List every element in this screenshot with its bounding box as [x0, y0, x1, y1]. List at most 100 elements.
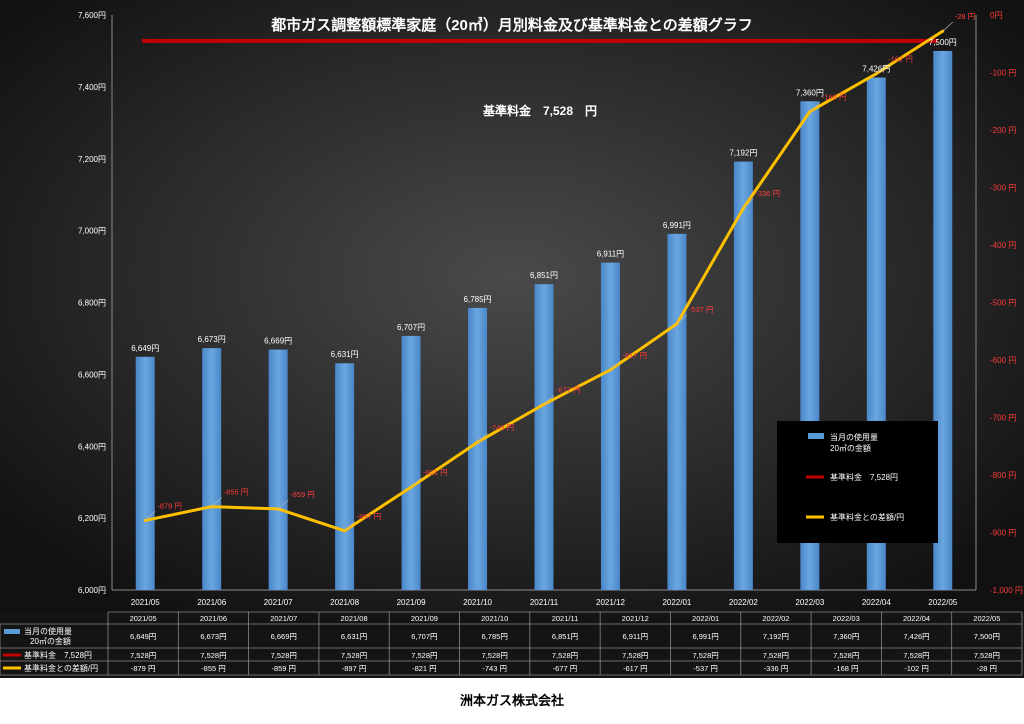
bar-data-label: 6,991円: [663, 221, 691, 230]
difference-leader-line: [211, 497, 222, 507]
difference-leader-line: [743, 198, 754, 209]
x-tick-label: 2021/11: [530, 598, 559, 607]
table-row-label: 20㎥の金額: [30, 636, 71, 646]
difference-leader-line: [610, 360, 621, 370]
table-cell: 6,631円: [341, 632, 367, 641]
table-cell: -28 円: [977, 664, 997, 673]
x-tick-label: 2021/08: [330, 598, 359, 607]
table-cell: 7,528円: [552, 651, 578, 660]
table-cell: 7,528円: [974, 651, 1000, 660]
bar-data-label: 7,500円: [929, 38, 957, 47]
difference-data-label: -855 円: [224, 488, 249, 497]
legend-label-difference: 基準料金との差額/円: [830, 512, 904, 522]
bar-data-label: 7,192円: [729, 149, 757, 158]
table-cell: 6,673円: [200, 632, 226, 641]
difference-leader-line: [543, 395, 555, 405]
table-row-label: 基準料金との差額/円: [24, 663, 98, 673]
bar-data-label: 7,426円: [862, 65, 890, 74]
left-tick-label: 6,400円: [78, 442, 106, 451]
difference-data-label: -537 円: [689, 305, 714, 314]
difference-leader-line: [676, 314, 688, 324]
table-background: [0, 612, 1024, 678]
table-cell: 6,991円: [692, 632, 718, 641]
difference-leader-line: [344, 521, 355, 531]
table-cell: 6,851円: [552, 632, 578, 641]
right-tick-label: -100 円: [990, 69, 1016, 78]
table-cell: -677 円: [553, 664, 578, 673]
left-tick-label: 6,600円: [78, 370, 106, 379]
left-tick-label: 6,000円: [78, 586, 106, 595]
bar: [600, 262, 620, 590]
right-tick-label: -1,000 円: [990, 586, 1023, 595]
table-swatch-bar: [4, 629, 20, 634]
table-cell: 7,360円: [833, 632, 859, 641]
table-cell: 7,528円: [903, 651, 929, 660]
table-cell: 7,500円: [974, 632, 1000, 641]
table-header-cell: 2022/01: [692, 614, 719, 623]
table-cell: -743 円: [482, 664, 507, 673]
bar: [401, 335, 421, 590]
bar: [202, 348, 222, 590]
bar: [135, 356, 155, 590]
difference-leader-line: [876, 64, 887, 74]
left-tick-label: 7,000円: [78, 227, 106, 236]
right-tick-label: -800 円: [990, 471, 1016, 480]
table-header-cell: 2021/11: [552, 614, 579, 623]
table-cell: 6,707円: [411, 632, 437, 641]
x-tick-label: 2021/10: [463, 598, 492, 607]
base-fee-annotation: 基準料金 7,528 円: [482, 103, 597, 118]
difference-data-label: -897 円: [357, 512, 382, 521]
x-tick-label: 2021/06: [197, 598, 226, 607]
table-cell: -102 円: [904, 664, 929, 673]
difference-data-label: -168 円: [822, 93, 847, 102]
bar-data-label: 6,649円: [131, 344, 159, 353]
table-header-cell: 2022/02: [762, 614, 789, 623]
difference-leader-line: [410, 477, 422, 488]
table-cell: 6,669円: [271, 632, 297, 641]
x-tick-label: 2021/12: [596, 598, 625, 607]
bar: [667, 233, 687, 590]
legend-label-bar-2: 20㎥の金額: [830, 443, 871, 453]
bar-data-label: 6,631円: [331, 350, 359, 359]
difference-leader-line: [942, 21, 953, 32]
bar-data-label: 6,707円: [397, 323, 425, 332]
difference-data-label: -336 円: [755, 189, 780, 198]
left-tick-label: 6,800円: [78, 299, 106, 308]
bar-data-label: 6,785円: [464, 295, 492, 304]
bar: [534, 284, 554, 590]
difference-leader-line: [809, 102, 821, 112]
table-cell: -859 円: [271, 664, 296, 673]
table-cell: 7,528円: [130, 651, 156, 660]
table-cell: 7,528円: [622, 651, 648, 660]
chart-svg: 6,000円 6,200円 6,400円 6,600円 6,800円 7,000円 7,20…: [0, 0, 1024, 678]
right-tick-label: 0円: [990, 11, 1002, 20]
table-header-cell: 2021/07: [270, 614, 297, 623]
table-header-cell: 2021/12: [622, 614, 649, 623]
table-cell: 7,528円: [200, 651, 226, 660]
table-cell: 6,911円: [622, 632, 648, 641]
left-tick-label: 7,400円: [78, 83, 106, 92]
difference-data-label: -859 円: [290, 490, 315, 499]
chart-title: 都市ガス調整額標準家庭（20㎥）月別料金及び基準料金との差額グラフ: [270, 16, 753, 34]
right-tick-label: -300 円: [990, 184, 1016, 193]
table-header-cell: 2021/06: [200, 614, 227, 623]
bar: [335, 363, 355, 590]
table-cell: 7,426円: [903, 632, 929, 641]
table-cell: 7,528円: [341, 651, 367, 660]
difference-data-label: -28 円: [955, 12, 975, 21]
table-cell: 7,528円: [692, 651, 718, 660]
bar-data-label: 6,911円: [597, 250, 624, 259]
legend-label-reference: 基準料金 7,528円: [830, 472, 898, 482]
table-header-cell: 2021/05: [130, 614, 157, 623]
difference-data-label: -821 円: [423, 468, 448, 477]
right-tick-label: -700 円: [990, 414, 1016, 423]
x-tick-label: 2021/09: [397, 598, 426, 607]
legend-box: [777, 421, 938, 543]
difference-data-label: -743 円: [490, 423, 515, 432]
table-cell: -821 円: [412, 664, 437, 673]
table-header-cell: 2022/03: [833, 614, 860, 623]
table-header-cell: 2022/04: [903, 614, 930, 623]
table-cell: -168 円: [834, 664, 859, 673]
table-cell: 7,528円: [763, 651, 789, 660]
table-cell: 7,192円: [763, 632, 789, 641]
